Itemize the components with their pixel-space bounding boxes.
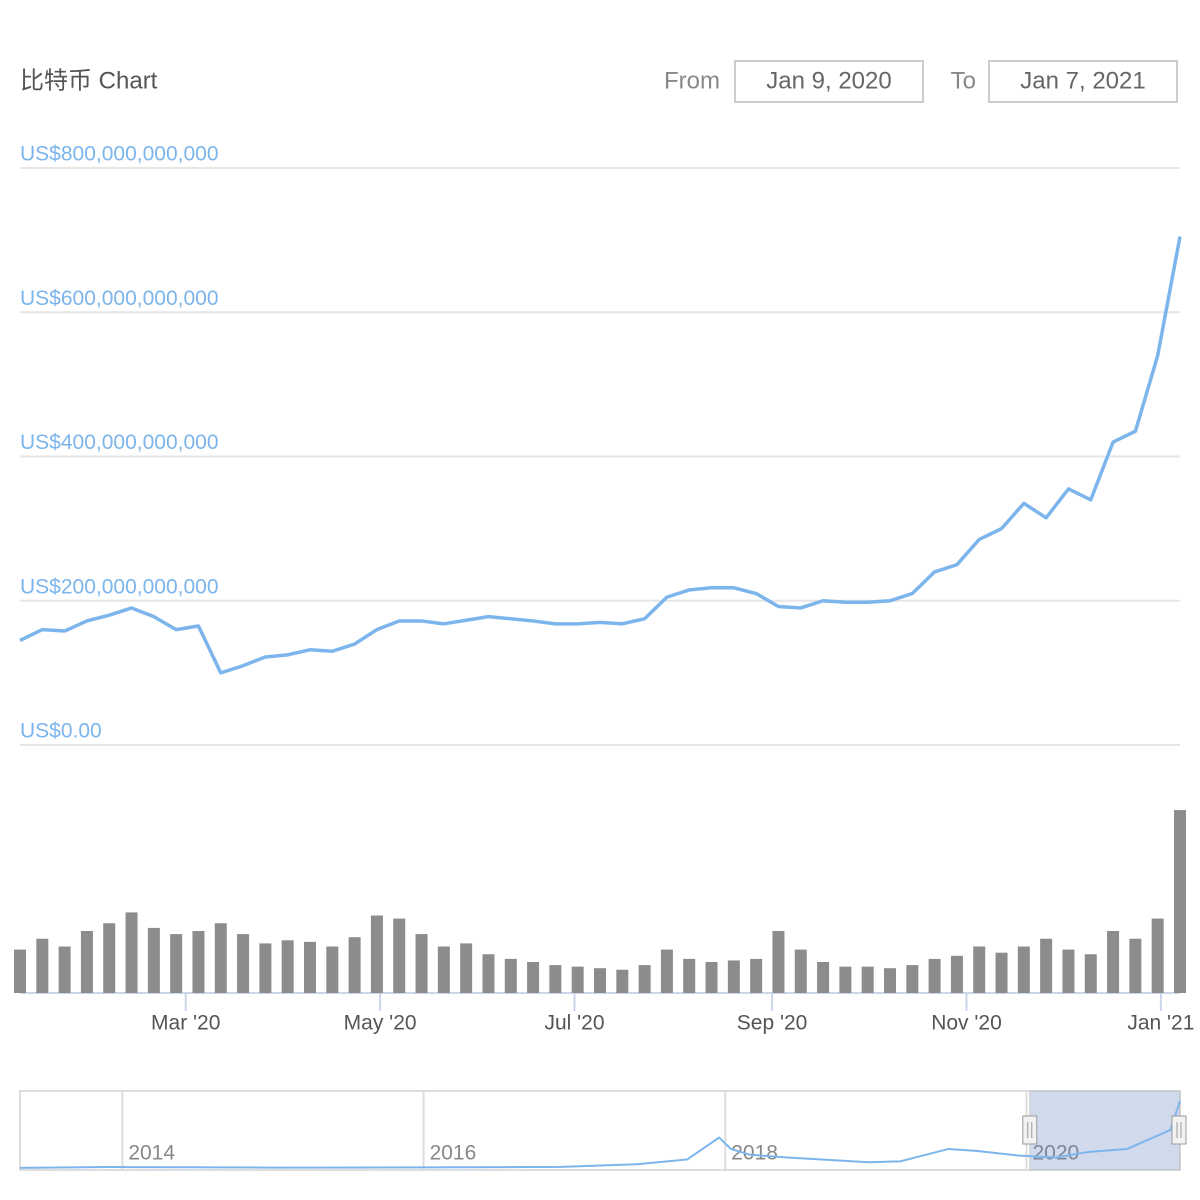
volume-bar xyxy=(817,962,830,993)
volume-bar xyxy=(14,949,26,993)
navigator-frame xyxy=(19,1090,1181,1171)
volume-bar xyxy=(192,931,205,993)
volume-bar xyxy=(906,965,919,993)
from-input[interactable] xyxy=(734,60,924,103)
volume-bar xyxy=(214,923,227,993)
volume-bar xyxy=(437,946,450,993)
volume-bar xyxy=(750,958,763,993)
volume-bar xyxy=(304,941,316,993)
volume-bar xyxy=(772,931,785,993)
navigator-label: 2020 xyxy=(1032,1142,1079,1165)
volume-bar xyxy=(415,934,428,993)
navigator-label: 2016 xyxy=(430,1142,477,1165)
y-tick-label: US$600,000,000,000 xyxy=(20,287,219,310)
volume-bar xyxy=(370,915,383,993)
volume-bar xyxy=(326,946,339,993)
chart-title: 比特币 Chart xyxy=(20,67,158,94)
x-tick-label: Mar '20 xyxy=(151,1012,220,1035)
volume-bar xyxy=(794,949,807,993)
navigator-label: 2014 xyxy=(128,1142,175,1165)
volume-bar xyxy=(638,965,651,993)
volume-bar xyxy=(1151,918,1164,993)
volume-bar xyxy=(80,931,93,993)
x-tick-label: May '20 xyxy=(344,1012,417,1035)
volume-bar xyxy=(727,960,740,993)
y-tick-label: US$200,000,000,000 xyxy=(20,575,219,598)
navigator-handle[interactable] xyxy=(1171,1115,1187,1145)
volume-bar xyxy=(348,937,361,993)
volume-bar xyxy=(1017,946,1030,993)
navigator-line xyxy=(19,1100,1181,1169)
x-tick-label: Nov '20 xyxy=(931,1012,1002,1035)
volume-bar xyxy=(1084,954,1097,993)
volume-bar xyxy=(527,962,540,993)
volume-bar xyxy=(504,958,517,993)
volume-bar xyxy=(884,968,896,993)
from-date: Jan 9, 2020 xyxy=(766,67,891,94)
volume-bar xyxy=(861,966,874,993)
y-tick-label: US$400,000,000,000 xyxy=(20,431,219,454)
price-line xyxy=(19,236,1182,675)
volume-bar xyxy=(549,965,562,993)
volume-bar xyxy=(1174,810,1186,993)
volume-bar xyxy=(460,943,473,993)
volume-bar xyxy=(103,923,116,993)
volume-bar xyxy=(683,958,696,993)
volume-bar xyxy=(1107,931,1120,993)
volume-bar xyxy=(281,940,294,993)
x-tick-label: Jul '20 xyxy=(544,1012,604,1035)
volume-bar xyxy=(125,912,138,993)
to-input[interactable] xyxy=(988,60,1178,103)
y-tick-label: US$800,000,000,000 xyxy=(20,143,219,166)
volume-bar xyxy=(1062,949,1075,993)
from-label: From xyxy=(664,67,720,94)
volume-bar xyxy=(1129,938,1142,993)
x-tick-label: Sep '20 xyxy=(737,1012,808,1035)
volume-bar xyxy=(594,968,606,993)
volume-bar xyxy=(839,966,852,993)
volume-bar xyxy=(36,938,49,993)
volume-bar xyxy=(170,934,183,993)
volume-bar xyxy=(660,949,673,993)
to-date: Jan 7, 2021 xyxy=(1020,67,1145,94)
volume-bar xyxy=(571,966,584,993)
volume-bar xyxy=(928,958,941,993)
volume-bar xyxy=(482,954,495,993)
volume-bar xyxy=(705,962,718,993)
volume-bar xyxy=(950,955,963,993)
volume-bar xyxy=(393,918,406,993)
volume-bar xyxy=(973,946,986,993)
volume-bar xyxy=(147,927,160,993)
navigator-label: 2018 xyxy=(731,1142,778,1165)
to-label: To xyxy=(951,67,976,94)
navigator-handle[interactable] xyxy=(1022,1115,1038,1145)
volume-bar xyxy=(237,934,250,993)
y-tick-label: US$0.00 xyxy=(20,720,102,743)
volume-bar xyxy=(995,952,1008,993)
volume-bar xyxy=(259,943,272,993)
volume-bar xyxy=(1040,938,1053,993)
volume-bar xyxy=(58,946,71,993)
x-tick-label: Jan '21 xyxy=(1127,1012,1194,1035)
volume-bar xyxy=(616,969,629,993)
